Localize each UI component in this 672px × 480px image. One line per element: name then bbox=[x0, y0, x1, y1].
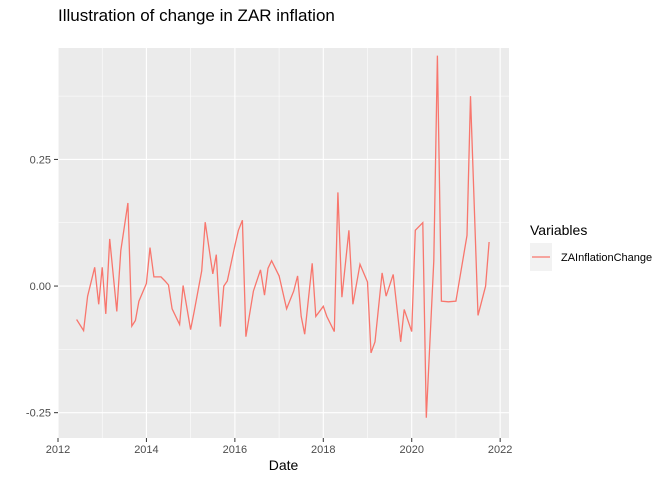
legend: Variables ZAInflationChange bbox=[530, 222, 652, 271]
chart-title: Illustration of change in ZAR inflation bbox=[58, 6, 335, 25]
x-tick-label: 2018 bbox=[311, 444, 335, 456]
x-tick-label: 2014 bbox=[134, 444, 158, 456]
x-tick-label: 2020 bbox=[399, 444, 423, 456]
x-tick-label: 2022 bbox=[488, 444, 512, 456]
y-tick-label: 0.25 bbox=[30, 154, 51, 166]
y-axis-ticks: -0.25 0.00 0.25 bbox=[26, 154, 58, 420]
minor-gridlines bbox=[58, 48, 509, 438]
x-axis-title: Date bbox=[269, 457, 299, 473]
x-axis-ticks: 2012 2014 2016 2018 2020 2022 bbox=[46, 438, 512, 456]
series-line-zainflationchange bbox=[76, 55, 490, 418]
legend-title: Variables bbox=[530, 222, 587, 238]
x-tick-label: 2016 bbox=[223, 444, 247, 456]
plot-panel bbox=[58, 48, 509, 438]
y-tick-label: 0.00 bbox=[30, 281, 51, 293]
x-tick-label: 2012 bbox=[46, 444, 70, 456]
major-gridlines bbox=[57, 48, 509, 438]
legend-label-zainflationchange: ZAInflationChange bbox=[561, 252, 652, 264]
y-tick-label: -0.25 bbox=[26, 408, 51, 420]
